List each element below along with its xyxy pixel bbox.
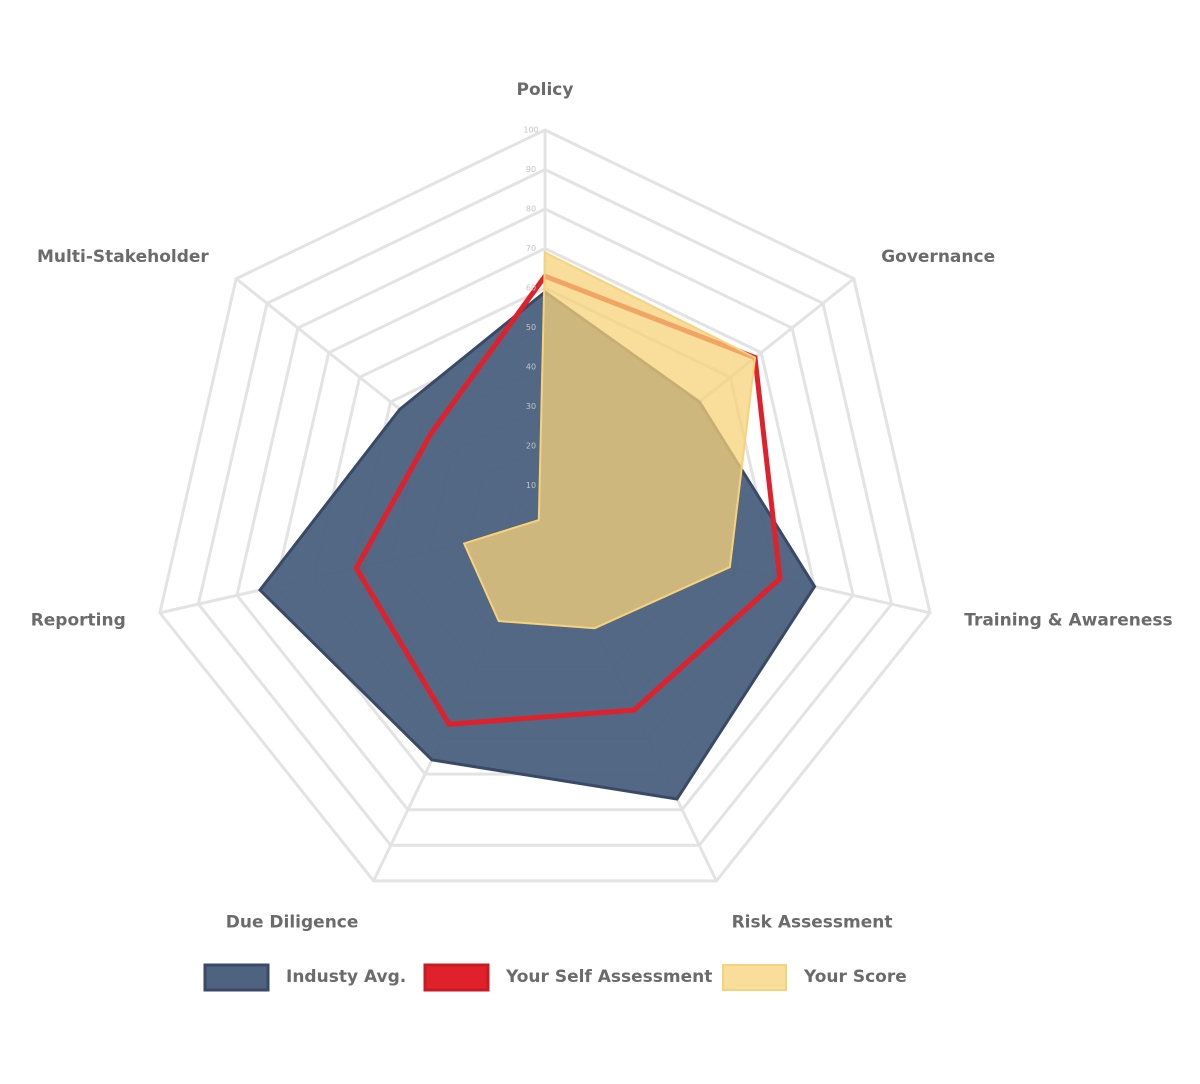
axis-label: Policy [517, 80, 574, 100]
grid-ring [158, 128, 932, 883]
series-area [353, 273, 783, 727]
tick-label: 70 [526, 244, 536, 253]
tick-label: 90 [526, 165, 536, 174]
axis-label: Due Diligence [226, 912, 359, 932]
legend-swatch[interactable] [722, 964, 787, 991]
axis-label: Reporting [31, 611, 126, 631]
legend-label[interactable]: Your Self Assessment [505, 967, 712, 987]
tick-label: 100 [523, 126, 538, 135]
legend-label[interactable]: Industy Avg. [286, 967, 406, 987]
grid-ring [235, 207, 855, 812]
axis-label: Risk Assessment [732, 912, 893, 932]
axis-label: Multi-Stakeholder [37, 247, 209, 267]
legend-swatch[interactable] [203, 963, 270, 992]
tick-label: 10 [526, 481, 536, 490]
axis-label: Governance [881, 247, 995, 267]
tick-label: 40 [526, 363, 536, 372]
axis-label: Training & Awareness [964, 611, 1172, 631]
legend-label[interactable]: Your Score [803, 967, 907, 987]
legend-swatch[interactable] [423, 963, 490, 992]
tick-label: 50 [526, 323, 536, 332]
tick-label: 30 [526, 402, 536, 411]
grid-ring [196, 167, 894, 847]
series-area [462, 250, 757, 630]
tick-label: 80 [526, 205, 536, 214]
tick-label: 20 [526, 442, 536, 451]
tick-label: 60 [526, 284, 536, 293]
